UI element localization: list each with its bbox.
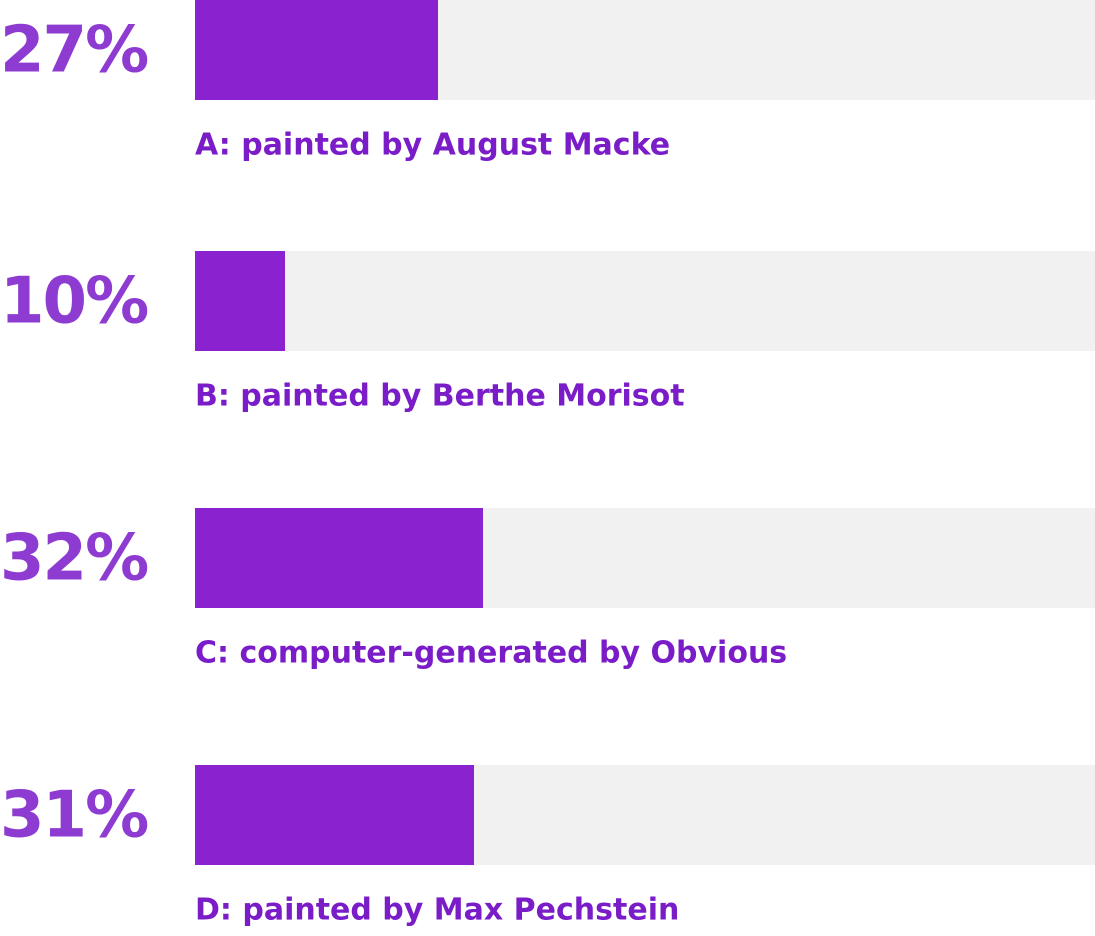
category-label: B: painted by Berthe Morisot [195, 379, 685, 414]
value-label: 27% [0, 14, 148, 88]
bar [195, 765, 474, 865]
category-label: C: computer-generated by Obvious [195, 636, 787, 671]
bar [195, 251, 285, 351]
category-label: D: painted by Max Pechstein [195, 893, 679, 928]
bar-track [195, 251, 1095, 351]
value-label: 31% [0, 779, 148, 853]
value-label: 10% [0, 265, 148, 339]
bar [195, 508, 483, 608]
category-label: A: painted by August Macke [195, 128, 670, 163]
value-label: 32% [0, 522, 148, 596]
bar [195, 0, 438, 100]
